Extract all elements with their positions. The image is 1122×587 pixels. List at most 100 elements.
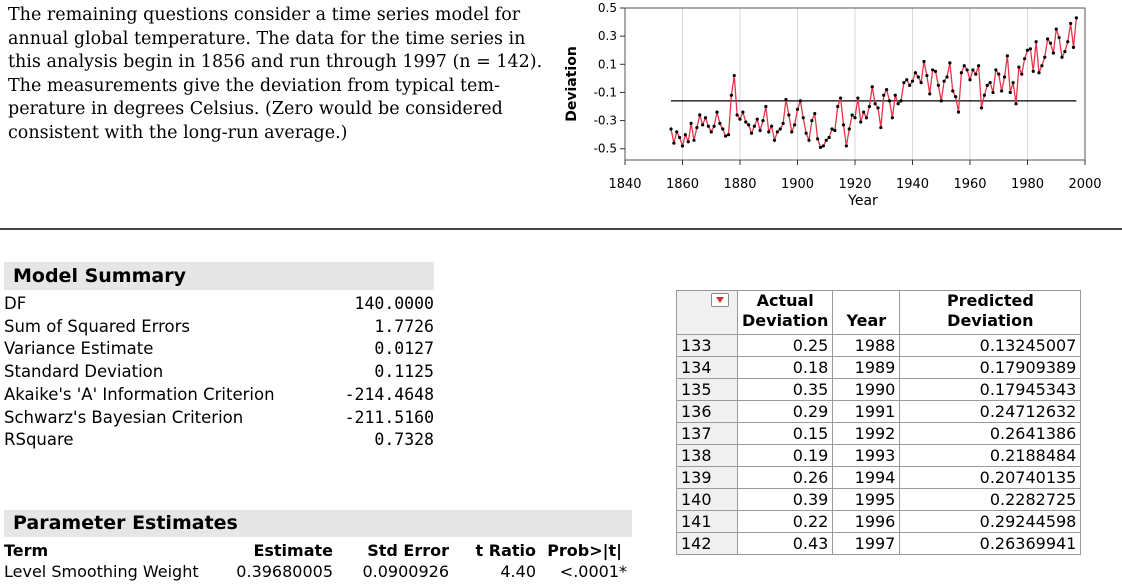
table-row[interactable]: 138 0.19 1993 0.2188484	[676, 444, 1082, 467]
data-point	[853, 116, 857, 120]
table-row[interactable]: 141 0.22 1996 0.29244598	[676, 510, 1082, 533]
data-point	[1020, 72, 1024, 76]
data-point	[761, 118, 765, 123]
series-line	[670, 17, 1078, 149]
data-point	[887, 99, 892, 103]
data-point	[870, 85, 874, 89]
data-point	[959, 71, 963, 75]
data-point	[686, 140, 690, 144]
data-point	[1063, 50, 1067, 54]
header-year[interactable]: Year	[832, 290, 901, 335]
data-point	[1046, 37, 1050, 41]
std-error-value: 0.0900926	[362, 562, 449, 581]
data-point	[793, 123, 797, 127]
y-axis-label: Deviation	[564, 46, 580, 122]
data-point	[994, 68, 998, 72]
data-point	[747, 123, 751, 127]
data-point	[703, 116, 708, 120]
data-point	[1008, 90, 1012, 95]
data-point	[767, 130, 771, 134]
x-tick-label: 1980	[1011, 177, 1044, 192]
table-header-row: Actual Deviation Year Predicted Deviatio…	[676, 290, 1082, 335]
data-point	[738, 117, 742, 121]
cell-actual-deviation: 0.26	[736, 466, 834, 489]
summary-value: 1.7726	[374, 316, 434, 336]
data-point	[781, 121, 785, 126]
cell-actual-deviation: 0.25	[736, 334, 834, 357]
table-row[interactable]: 135 0.35 1990 0.17945343	[676, 378, 1082, 401]
data-point	[850, 113, 854, 117]
table-row[interactable]: 136 0.29 1991 0.24712632	[676, 400, 1082, 423]
data-point	[729, 93, 733, 97]
row-number: 139	[676, 466, 738, 489]
summary-label: Akaike's 'A' Information Criterion	[4, 384, 275, 404]
summary-value: 0.1125	[374, 362, 434, 382]
data-point	[1025, 48, 1030, 52]
cell-actual-deviation: 0.43	[736, 532, 834, 555]
data-point	[701, 123, 705, 127]
table-row[interactable]: 142 0.43 1997 0.26369941	[676, 532, 1082, 555]
data-point	[836, 104, 840, 109]
model-summary-row: Variance Estimate 0.0127	[4, 337, 434, 360]
cell-year: 1989	[832, 356, 901, 379]
cell-predicted-deviation: 0.2282725	[899, 488, 1082, 511]
cell-actual-deviation: 0.19	[736, 444, 834, 467]
cell-predicted-deviation: 0.20740135	[899, 466, 1082, 489]
cell-year: 1988	[832, 334, 901, 357]
summary-label: RSquare	[4, 430, 74, 450]
data-point	[893, 93, 897, 97]
data-point	[931, 68, 935, 72]
data-point	[772, 138, 777, 142]
data-point	[928, 92, 932, 96]
data-point	[956, 110, 961, 114]
data-point	[1000, 89, 1004, 93]
header-predicted-deviation[interactable]: Predicted Deviation	[899, 290, 1082, 335]
data-point	[732, 73, 736, 78]
x-tick-label: 1940	[896, 177, 929, 192]
data-point	[841, 123, 846, 127]
table-row[interactable]: 134 0.18 1989 0.17909389	[676, 356, 1082, 379]
cell-predicted-deviation: 0.2641386	[899, 422, 1082, 445]
data-point	[1048, 41, 1053, 45]
data-point	[778, 127, 782, 131]
data-point	[922, 59, 926, 64]
data-point	[882, 93, 886, 97]
model-summary-row: DF 140.0000	[4, 292, 434, 315]
data-point	[726, 133, 731, 137]
cell-predicted-deviation: 0.2188484	[899, 444, 1082, 467]
header-actual-deviation[interactable]: Actual Deviation	[736, 290, 834, 335]
data-point	[764, 104, 768, 109]
x-tick-label: 1840	[608, 177, 641, 192]
data-point	[810, 118, 814, 123]
table-menu-button[interactable]	[711, 293, 729, 307]
data-point	[890, 116, 894, 120]
model-summary-row: Standard Deviation 0.1125	[4, 360, 434, 383]
y-tick-label: -0.3	[594, 114, 617, 128]
summary-label: DF	[4, 294, 27, 313]
cell-predicted-deviation: 0.26369941	[899, 532, 1082, 555]
model-summary-row: Schwarz's Bayesian Criterion -211.5160	[4, 406, 434, 429]
cell-actual-deviation: 0.35	[736, 378, 834, 401]
data-point	[1066, 40, 1070, 44]
data-point	[830, 127, 834, 131]
summary-label: Schwarz's Bayesian Criterion	[4, 407, 244, 427]
table-row[interactable]: 139 0.26 1994 0.20740135	[676, 466, 1082, 489]
table-row[interactable]: 140 0.39 1995 0.2282725	[676, 488, 1082, 511]
cell-actual-deviation: 0.18	[736, 356, 834, 379]
data-point	[1002, 75, 1007, 79]
data-table: Actual Deviation Year Predicted Deviatio…	[676, 290, 1082, 555]
data-point	[873, 102, 877, 106]
table-row[interactable]: 133 0.25 1988 0.13245007	[676, 334, 1082, 357]
y-tick-label: 0.1	[598, 57, 617, 71]
x-tick-label: 1900	[781, 177, 814, 192]
cell-year: 1990	[832, 378, 901, 401]
table-row[interactable]: 137 0.15 1992 0.2641386	[676, 422, 1082, 445]
data-point	[1031, 69, 1035, 73]
cell-actual-deviation: 0.29	[736, 400, 834, 423]
y-tick-label: 0.3	[598, 29, 617, 43]
cell-year: 1992	[832, 422, 901, 445]
model-summary-row: Sum of Squared Errors 1.7726	[4, 315, 434, 338]
table-corner	[676, 290, 738, 335]
data-point	[974, 72, 978, 76]
x-tick-label: 1960	[953, 177, 986, 192]
